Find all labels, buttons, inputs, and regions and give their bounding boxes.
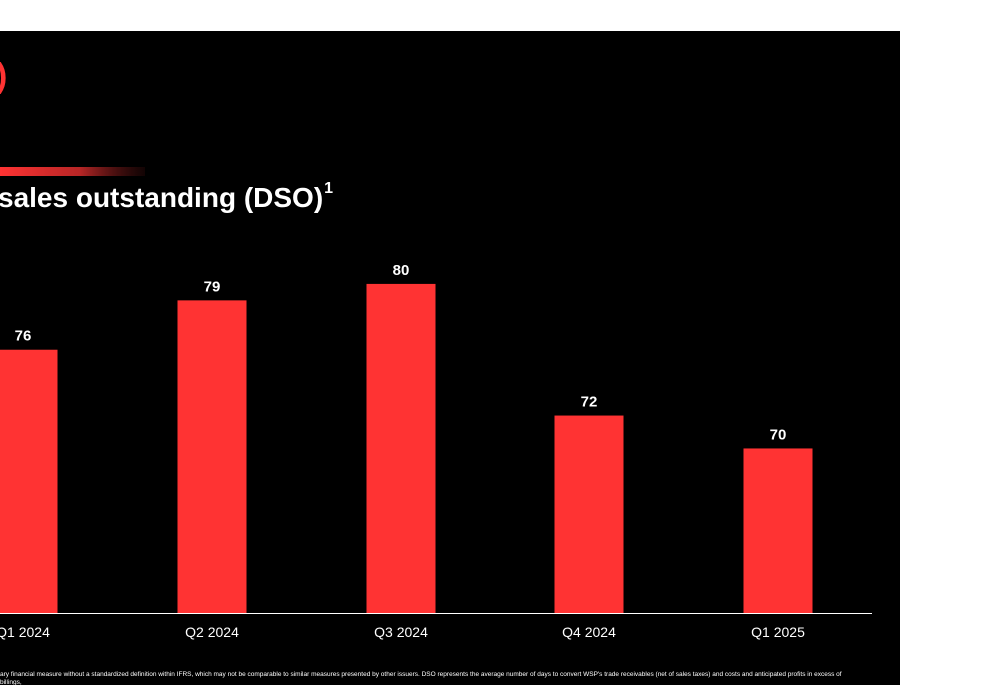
bar-q1-2024	[0, 349, 58, 613]
accent-bar	[0, 167, 145, 176]
chart-title-footnote-marker: 1	[324, 180, 334, 197]
slide: ) sales outstanding (DSO)1 76 Q1 2024 79 Q2…	[0, 31, 900, 685]
data-label: 76	[15, 328, 32, 345]
chart-title: sales outstanding (DSO)1	[0, 180, 334, 215]
dso-bar-chart: 76 Q1 2024 79 Q2 2024 80 Q3 2024 72 Q4 2024 70 Q1…	[0, 262, 872, 640]
bar-q2-2024	[177, 300, 247, 613]
x-tick-label: Q1 2025	[751, 624, 805, 640]
data-label: 70	[770, 426, 787, 443]
x-tick-label: Q1 2024	[0, 624, 50, 640]
data-label: 72	[581, 394, 598, 411]
chart-title-text: sales outstanding (DSO)	[0, 182, 324, 213]
bar-q4-2024	[554, 415, 624, 613]
data-label: 79	[204, 278, 221, 295]
x-tick-label: Q2 2024	[185, 624, 239, 640]
data-label: 80	[393, 262, 410, 279]
bar-q3-2024	[366, 283, 436, 613]
footnote: ary financial measure without a standard…	[0, 671, 842, 685]
x-tick-label: Q4 2024	[562, 624, 616, 640]
bar-q1-2025	[743, 448, 813, 613]
slide-heading-fragment: )	[0, 59, 7, 93]
x-tick-label: Q3 2024	[374, 624, 428, 640]
